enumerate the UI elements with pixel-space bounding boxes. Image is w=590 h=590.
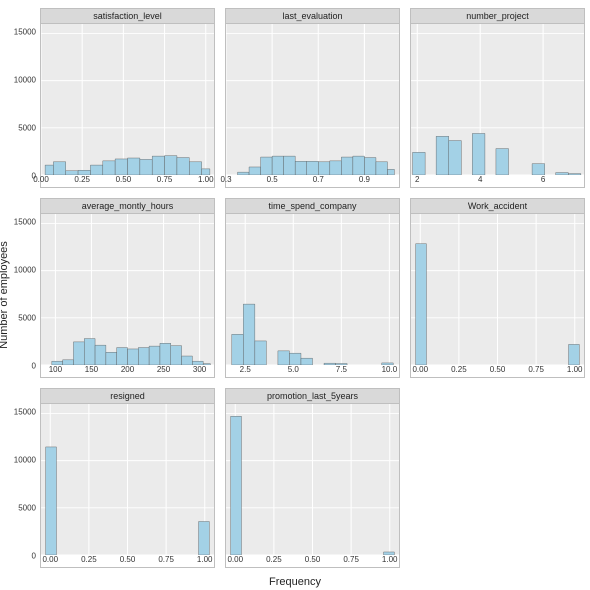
histogram-bars (52, 339, 211, 365)
x-tick-row: 2.5 5.0 7.5 10.0 (226, 365, 399, 377)
x-tick-row: 0.00 0.25 0.50 0.75 1.00 (226, 555, 399, 567)
facet-panel: time_spend_company 2.5 5.0 7.5 10.0 (225, 198, 400, 378)
x-tick-row: 0.00 0.25 0.50 0.75 1.00 (41, 555, 214, 567)
x-tick-label: 0.50 (116, 175, 132, 184)
x-tick-row: 100 150 200 250 300 (41, 365, 214, 377)
y-tick-column: 0500010000150000500010000150000500010000… (16, 8, 38, 568)
plot-area (226, 24, 399, 175)
x-tick-label: 0.50 (490, 365, 506, 374)
x-tick-label: 250 (157, 365, 170, 374)
y-tick-label: 15000 (14, 407, 36, 416)
panel-title: resigned (41, 389, 214, 404)
y-tick-label: 10000 (14, 265, 36, 274)
facet-panel: promotion_last_5years 0.00 0.25 0.50 0.75 1.0… (225, 388, 400, 568)
y-tick-label: 0 (32, 552, 36, 561)
x-tick-label: 150 (85, 365, 98, 374)
x-tick-row: 0.00 0.25 0.50 0.75 1.00 (411, 365, 584, 377)
x-tick-label: 1.00 (197, 555, 213, 564)
panel-title: Work_accident (411, 199, 584, 214)
x-tick-label: 2.5 (240, 365, 251, 374)
y-tick-label: 5000 (18, 503, 36, 512)
y-tick-label: 5000 (18, 313, 36, 322)
panel-title: average_montly_hours (41, 199, 214, 214)
plot-area (41, 24, 214, 175)
x-tick-label: 7.5 (336, 365, 347, 374)
x-tick-label: 0.75 (158, 555, 174, 564)
x-tick-label: 0.75 (157, 175, 173, 184)
facet-panel: Work_accident 0.00 0.25 0.50 0.75 1.00 (410, 198, 585, 378)
facet-panel: average_montly_hours 100 150 200 250 300 (40, 198, 215, 378)
x-tick-label: 2 (415, 175, 419, 184)
x-tick-label: 0.25 (74, 175, 90, 184)
x-tick-label: 0.00 (42, 555, 58, 564)
x-tick-label: 1.00 (198, 175, 214, 184)
x-tick-label: 1.00 (567, 365, 583, 374)
plot-area (41, 404, 214, 555)
plot-area (226, 214, 399, 365)
x-tick-label: 0.50 (305, 555, 321, 564)
x-tick-label: 0.25 (266, 555, 282, 564)
plot-area (411, 214, 584, 365)
x-tick-label: 5.0 (288, 365, 299, 374)
y-tick-label: 0 (32, 362, 36, 371)
x-tick-label: 10.0 (382, 365, 398, 374)
x-tick-label: 0.75 (528, 365, 544, 374)
panel-title: time_spend_company (226, 199, 399, 214)
x-tick-label: 0.00 (412, 365, 428, 374)
x-tick-row: 0.000.250.500.751.00 (41, 175, 214, 187)
facet-panel: satisfaction_level0.000.250.500.751.00 (40, 8, 215, 188)
plot-area (41, 214, 214, 365)
x-tick-label: 200 (121, 365, 134, 374)
panel-title: promotion_last_5years (226, 389, 399, 404)
x-tick-label: 0.00 (227, 555, 243, 564)
histogram-bars (413, 133, 581, 175)
y-axis-label: Number of employees (0, 241, 10, 349)
x-tick-label: 0.75 (343, 555, 359, 564)
y-tick-label: 10000 (14, 455, 36, 464)
x-tick-label: 0.00 (33, 175, 49, 184)
histogram-bars (238, 156, 395, 175)
x-tick-label: 0.25 (81, 555, 97, 564)
y-tick-label: 5000 (18, 123, 36, 132)
x-tick-label: 0.9 (359, 175, 370, 184)
x-tick-row: 2 4 6 (411, 175, 584, 187)
x-tick-row: 0.30.50.70.9 (226, 175, 399, 187)
panel-title: number_project (411, 9, 584, 24)
x-axis-label: Frequency (269, 576, 321, 588)
y-tick-label: 15000 (14, 27, 36, 36)
x-tick-label: 0.5 (267, 175, 278, 184)
facet-panel: number_project 2 4 6 (410, 8, 585, 188)
facet-panel: last_evaluation0.30.50.70.9 (225, 8, 400, 188)
facet-panel: resigned 0.00 0.25 0.50 0.75 1.00 (40, 388, 215, 568)
plot-area (411, 24, 584, 175)
x-tick-label: 300 (193, 365, 206, 374)
y-tick-label: 15000 (14, 217, 36, 226)
histogram-bars (45, 156, 210, 175)
x-tick-label: 0.7 (313, 175, 324, 184)
x-tick-label: 0.25 (451, 365, 467, 374)
x-tick-label: 6 (541, 175, 545, 184)
x-tick-label: 0.50 (120, 555, 136, 564)
facet-grid: satisfaction_level 0.00 0.25 0.50 0.75 1.00 la… (40, 8, 585, 568)
panel-title: satisfaction_level (41, 9, 214, 24)
x-tick-label: 1.00 (382, 555, 398, 564)
x-tick-label: 0.3 (220, 175, 231, 184)
plot-area (226, 404, 399, 555)
y-tick-label: 10000 (14, 75, 36, 84)
x-tick-label: 4 (478, 175, 482, 184)
x-tick-label: 100 (49, 365, 62, 374)
panel-title: last_evaluation (226, 9, 399, 24)
histogram-bars (232, 304, 393, 365)
